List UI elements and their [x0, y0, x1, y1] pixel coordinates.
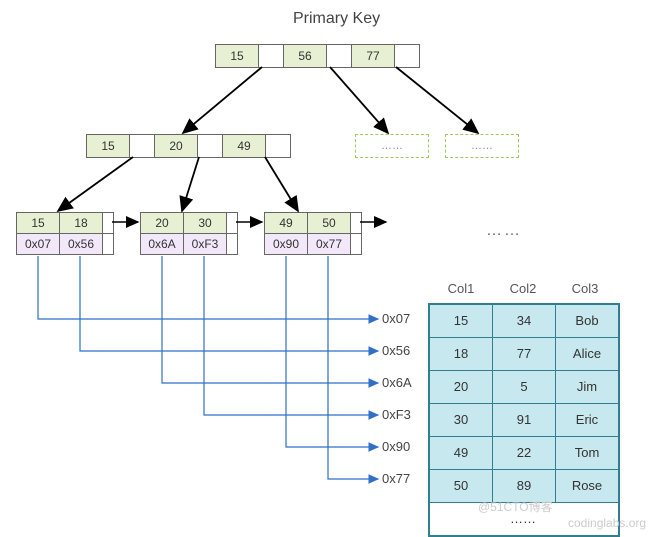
table-col-header: Col2 [492, 277, 554, 301]
table-row: 205Jim [430, 371, 618, 404]
table-row: 4922Tom [430, 437, 618, 470]
leaf-key-cell: 18 [60, 213, 103, 233]
leaf-key-cell: 50 [308, 213, 351, 233]
leaf-key-cell: 49 [265, 213, 308, 233]
table-col-header: Col1 [430, 277, 492, 301]
row-address-label: 0xF3 [382, 407, 411, 422]
table-row: 1877Alice [430, 338, 618, 371]
leaf-ptr-cell: 0x6A [141, 234, 184, 254]
table-cell: 34 [493, 305, 556, 338]
key-cell: 77 [352, 45, 395, 67]
key-cell: 56 [284, 45, 327, 67]
leaf-ptr-cell: 0x90 [265, 234, 308, 254]
row-address-label: 0x90 [382, 439, 410, 454]
table-cell: Rose [556, 470, 618, 503]
table-cell: 5 [493, 371, 556, 404]
row-address-label: 0x07 [382, 311, 410, 326]
table-cell: 20 [430, 371, 493, 404]
leaf-ptr-cell: 0xF3 [184, 234, 227, 254]
leaf-ptr-cell: 0x77 [308, 234, 351, 254]
gap-cell [227, 234, 237, 254]
gap-cell [103, 234, 113, 254]
gap-cell [198, 135, 223, 157]
watermark-1: @51CTO博客 [478, 498, 553, 515]
table-cell: Eric [556, 404, 618, 437]
table-row: 1534Bob [430, 305, 618, 338]
leaf-ellipsis: …… [486, 222, 522, 240]
leaf-key-cell: 30 [184, 213, 227, 233]
gap-cell [259, 45, 284, 67]
leaf-node: 15180x070x56 [16, 212, 114, 255]
row-address-label: 0x56 [382, 343, 410, 358]
leaf-key-cell: 20 [141, 213, 184, 233]
table-cell: Tom [556, 437, 618, 470]
table-col-header: Col3 [554, 277, 616, 301]
table-cell: 15 [430, 305, 493, 338]
row-address-label: 0x77 [382, 471, 410, 486]
table-cell: Jim [556, 371, 618, 404]
key-cell: 15 [216, 45, 259, 67]
gap-cell [395, 45, 419, 67]
gap-cell [351, 213, 361, 233]
table-cell: Alice [556, 338, 618, 371]
table-cell: 77 [493, 338, 556, 371]
table-row: 3091Eric [430, 404, 618, 437]
diagram-title: Primary Key [293, 10, 380, 28]
table-cell: 91 [493, 404, 556, 437]
gap-cell [130, 135, 155, 157]
table-cell: 22 [493, 437, 556, 470]
key-cell: 15 [87, 135, 130, 157]
table-cell: 30 [430, 404, 493, 437]
gap-cell [327, 45, 352, 67]
watermark-2: codinglabs.org [568, 516, 646, 530]
leaf-node: 49500x900x77 [264, 212, 362, 255]
btree-root-node: 15 56 77 [215, 44, 420, 68]
table-cell: 18 [430, 338, 493, 371]
gap-cell [227, 213, 237, 233]
leaf-node: 20300x6A0xF3 [140, 212, 238, 255]
table-header-row: Col1Col2Col3 [430, 277, 616, 301]
key-cell: 20 [155, 135, 198, 157]
table-cell: 49 [430, 437, 493, 470]
table-cell: Bob [556, 305, 618, 338]
gap-cell [103, 213, 113, 233]
key-cell: 49 [223, 135, 266, 157]
leaf-ptr-cell: 0x07 [17, 234, 60, 254]
ghost-node: …… [445, 134, 519, 158]
leaf-key-cell: 15 [17, 213, 60, 233]
gap-cell [266, 135, 290, 157]
gap-cell [351, 234, 361, 254]
row-address-label: 0x6A [382, 375, 412, 390]
leaf-ptr-cell: 0x56 [60, 234, 103, 254]
ghost-node: …… [355, 134, 429, 158]
btree-internal-node: 15 20 49 [86, 134, 291, 158]
